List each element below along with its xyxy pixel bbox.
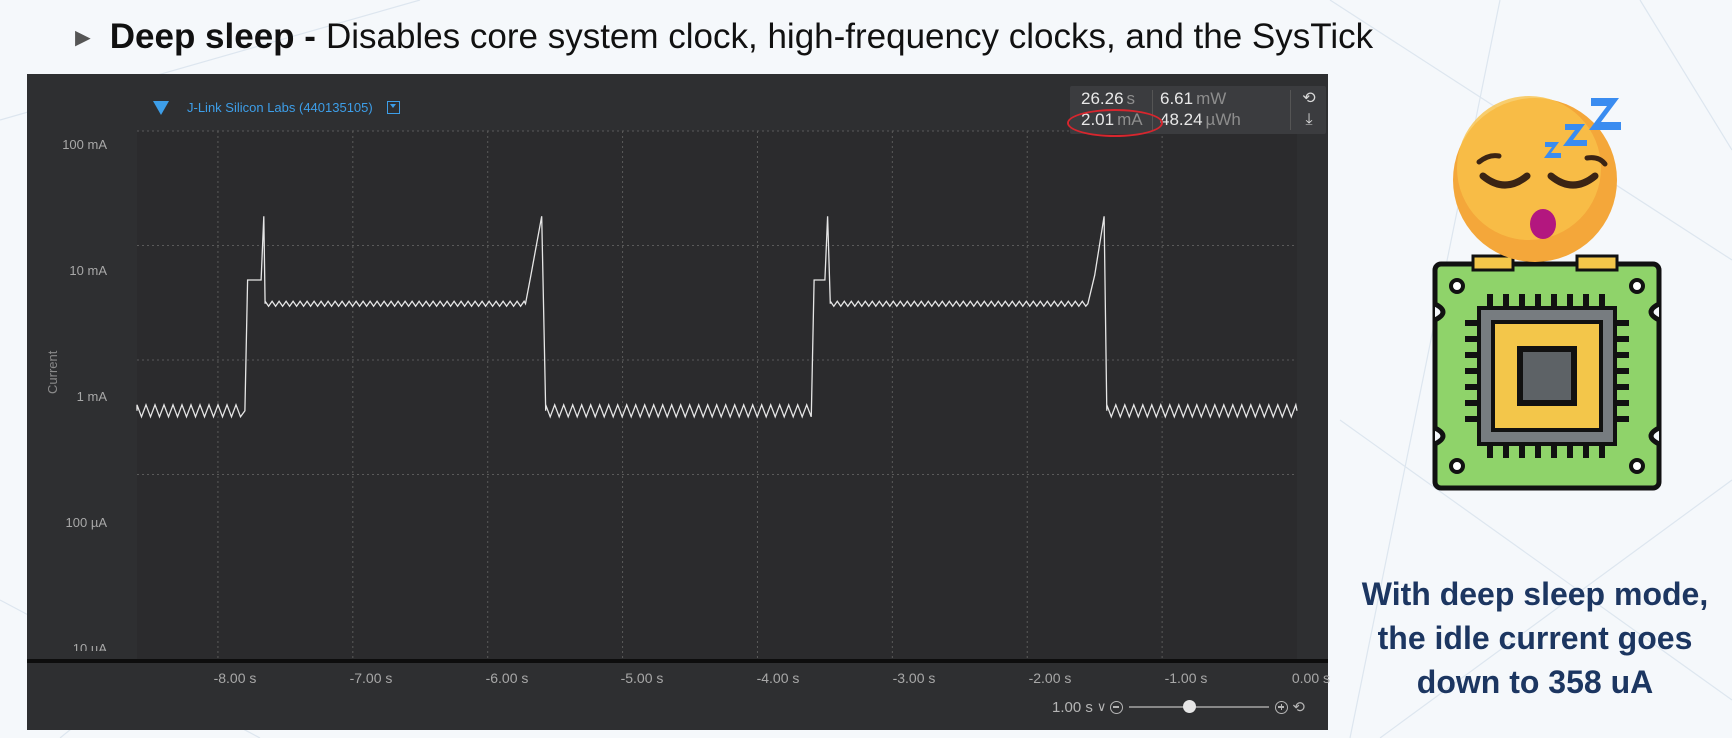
x-tick-label: -5.00 s (620, 670, 664, 686)
axis-separator (27, 659, 1328, 663)
current-highlight-ellipse (1067, 109, 1163, 137)
zoom-slider[interactable] (1129, 700, 1270, 713)
x-tick-label: -8.00 s (213, 670, 257, 686)
reset-icon[interactable]: ⟲ (1302, 90, 1316, 107)
x-tick-label: -1.00 s (1164, 670, 1208, 686)
x-tick-label: -7.00 s (349, 670, 393, 686)
dropdown-icon[interactable] (386, 101, 400, 114)
energy-readout: 48.24 µWh (1160, 110, 1241, 129)
sleeping-face-on-chip-icon (1432, 96, 1662, 491)
heading-text: Disables core system clock, high-frequen… (325, 17, 1374, 56)
triangle-down-icon[interactable] (153, 100, 169, 115)
power-readout: 6.61 mW (1160, 89, 1227, 108)
slide-heading: ► Deep sleep - Disables core system cloc… (70, 14, 1373, 60)
y-tick-label: 100 µA (65, 515, 107, 530)
x-tick-label: -2.00 s (1028, 670, 1072, 686)
save-icon[interactable]: ⤓ (1305, 111, 1313, 128)
x-tick-label: -3.00 s (892, 670, 936, 686)
zoom-out-icon[interactable] (1110, 700, 1124, 714)
x-tick-label: -4.00 s (756, 670, 800, 686)
device-name: J-Link Silicon Labs (440135105) (187, 100, 373, 115)
y-tick-label: 10 mA (69, 263, 107, 278)
caption: With deep sleep mode, the idle current g… (1361, 576, 1709, 700)
x-tick-label: -6.00 s (485, 670, 529, 686)
energy-profiler-screenshot: J-Link Silicon Labs (440135105) 26.26 s 2… (27, 74, 1330, 730)
x-tick-label: 0.00 s (1291, 670, 1330, 686)
time-readout: 26.26 s (1081, 89, 1136, 108)
zoom-controls: 1.00 s ∨ ⟲ (1052, 698, 1305, 717)
zoom-value[interactable]: 1.00 s (1052, 698, 1093, 716)
zoom-reset-icon[interactable]: ⟲ (1292, 699, 1305, 716)
device-selector[interactable]: J-Link Silicon Labs (440135105) (153, 100, 400, 115)
current-trace (136, 216, 1298, 419)
y-axis-title: Current (45, 350, 60, 394)
zoom-slider-knob[interactable] (1183, 700, 1197, 713)
chevron-down-icon[interactable]: ∨ (1096, 699, 1107, 714)
zoom-in-icon[interactable] (1275, 700, 1289, 714)
current-plot (27, 130, 1328, 663)
y-tick-label: 10 µA (72, 641, 107, 651)
plot-area (137, 131, 1297, 659)
y-tick-label: 1 mA (76, 389, 107, 404)
bullet-icon: ► (70, 21, 96, 52)
heading-bold: Deep sleep - (109, 17, 316, 56)
y-tick-label: 100 mA (62, 137, 107, 152)
